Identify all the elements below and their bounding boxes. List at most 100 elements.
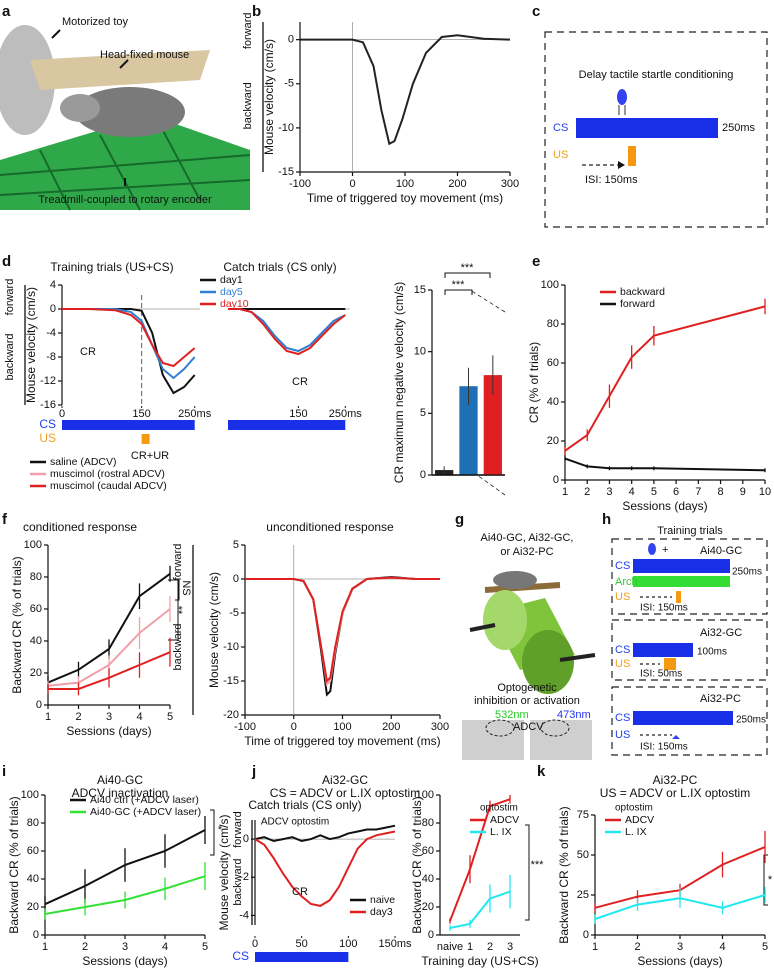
y-tick-label: 0 xyxy=(243,833,249,845)
label: 100ms xyxy=(697,647,727,658)
y-tick-label: 0 xyxy=(288,34,294,46)
x-tick-label: 150ms xyxy=(378,938,412,950)
x-tick-label: 3 xyxy=(122,941,128,953)
panel-letter: h xyxy=(602,511,611,528)
panel-letter: c xyxy=(532,3,540,20)
y-tick-label: 0 xyxy=(36,699,42,711)
x-tick-label: 4 xyxy=(629,486,635,498)
annotation: * xyxy=(768,874,773,886)
y-tick-label: -5 xyxy=(229,607,239,619)
us-label: US xyxy=(39,431,56,445)
series-line xyxy=(564,457,766,472)
x-tick-label: 1 xyxy=(467,941,473,953)
axis-direction: backward xyxy=(4,333,16,380)
diagram-c: Delay tactile startle conditioning CS 25… xyxy=(544,31,768,228)
label: ISI: 150ms xyxy=(640,742,688,753)
us-bar xyxy=(141,434,150,444)
x-tick-label: 150 xyxy=(132,408,150,420)
label: Ai32-PC xyxy=(700,693,741,705)
legend-label: day10 xyxy=(220,298,249,310)
y-tick-label: 4 xyxy=(50,279,56,291)
duration: 250ms xyxy=(722,122,756,134)
label: CS xyxy=(615,560,630,572)
y-tick-label: 0 xyxy=(420,469,426,481)
axis-direction: forward xyxy=(242,12,254,49)
x-tick-label: 150 xyxy=(289,408,307,420)
label: Ai40-GC, Ai32-GC, xyxy=(481,532,574,544)
label: ADCV xyxy=(513,721,544,733)
annotation: CR xyxy=(80,346,96,358)
y-axis-label: Mouse velocity (cm/s) xyxy=(262,39,276,155)
axis-direction: forward xyxy=(232,811,244,848)
series-line xyxy=(564,305,766,452)
panel-letter: f xyxy=(2,511,8,528)
label: 250ms xyxy=(736,715,766,726)
series-line xyxy=(254,830,396,907)
axis-direction: backward xyxy=(242,82,254,129)
axis-direction: forward xyxy=(4,279,16,316)
y-tick-label: -20 xyxy=(223,709,239,721)
y-tick-label: 75 xyxy=(577,809,589,821)
legend-label: Ai40 ctrl (+ADCV laser) xyxy=(90,794,199,806)
heading: CS = ADCV or L.IX optostim xyxy=(270,786,420,800)
annotation: CR xyxy=(292,376,308,388)
y-tick-label: 0 xyxy=(50,303,56,315)
x-tick-label: 1 xyxy=(42,941,48,953)
legend-title: optostim xyxy=(615,803,653,814)
y-tick-label: 0 xyxy=(233,573,239,585)
x-tick-label: 2 xyxy=(634,941,640,953)
cs-bar xyxy=(255,952,349,962)
annotation: ** xyxy=(172,606,184,615)
illustration-a: Motorized toy Head-fixed mouse Treadmill… xyxy=(0,16,251,211)
series-line xyxy=(449,798,511,922)
x-tick-label: 0 xyxy=(349,178,355,190)
label: Motorized toy xyxy=(62,16,129,28)
y-tick-label: 15 xyxy=(414,284,426,296)
bar xyxy=(483,375,502,475)
axis-direction: backward xyxy=(172,623,184,670)
cs-label: CS xyxy=(232,949,249,963)
y-tick-label: 50 xyxy=(577,849,589,861)
y-axis-label: Backward CR (% of trials) xyxy=(10,556,24,693)
x-tick-label: 3 xyxy=(507,941,513,953)
legend-label: ADCV xyxy=(490,814,519,826)
x-tick-label: 1 xyxy=(45,711,51,723)
y-tick-label: 80 xyxy=(30,571,42,583)
y-tick-label: 5 xyxy=(420,407,426,419)
y-tick-label: -10 xyxy=(223,641,239,653)
x-tick-label: naive xyxy=(437,941,463,953)
x-tick-label: 0 xyxy=(59,408,65,420)
y-tick-label: 0 xyxy=(583,929,589,941)
y-axis-label: Backward CR (% of trials) xyxy=(557,806,571,943)
label: CS xyxy=(615,712,630,724)
cs-label: CS xyxy=(39,417,56,431)
legend-label: day5 xyxy=(220,286,243,298)
legend-label: day1 xyxy=(220,274,243,286)
y-tick-label: 25 xyxy=(577,889,589,901)
y-tick-label: -15 xyxy=(223,675,239,687)
x-axis-label: Time of triggered toy movement (ms) xyxy=(307,191,503,205)
panel-letter: j xyxy=(251,763,256,780)
x-tick-label: 3 xyxy=(606,486,612,498)
series-line xyxy=(62,308,196,368)
x-tick-label: 5 xyxy=(202,941,208,953)
heading: Ai32-GC xyxy=(322,773,368,787)
heading: Ai40-GC xyxy=(97,773,143,787)
x-tick-label: -100 xyxy=(234,721,256,733)
series-line xyxy=(245,576,440,684)
chart-title: Catch trials (CS only) xyxy=(223,260,336,274)
label: + xyxy=(662,544,668,556)
legend-label: forward xyxy=(620,298,655,310)
legend-title: optostim xyxy=(480,803,518,814)
series-line xyxy=(449,890,511,929)
annotation: CR xyxy=(292,886,308,898)
y-tick-label: 60 xyxy=(27,845,39,857)
y-tick-label: 80 xyxy=(422,817,434,829)
chart-title: conditioned response xyxy=(23,520,137,534)
label: Ai40-GC xyxy=(700,545,742,557)
series-line xyxy=(300,34,511,146)
legend-label: muscimol (rostral ADCV) xyxy=(50,468,165,480)
label: 250ms xyxy=(732,567,762,578)
x-tick-label: 10 xyxy=(759,486,771,498)
panel-letter: e xyxy=(532,253,540,270)
